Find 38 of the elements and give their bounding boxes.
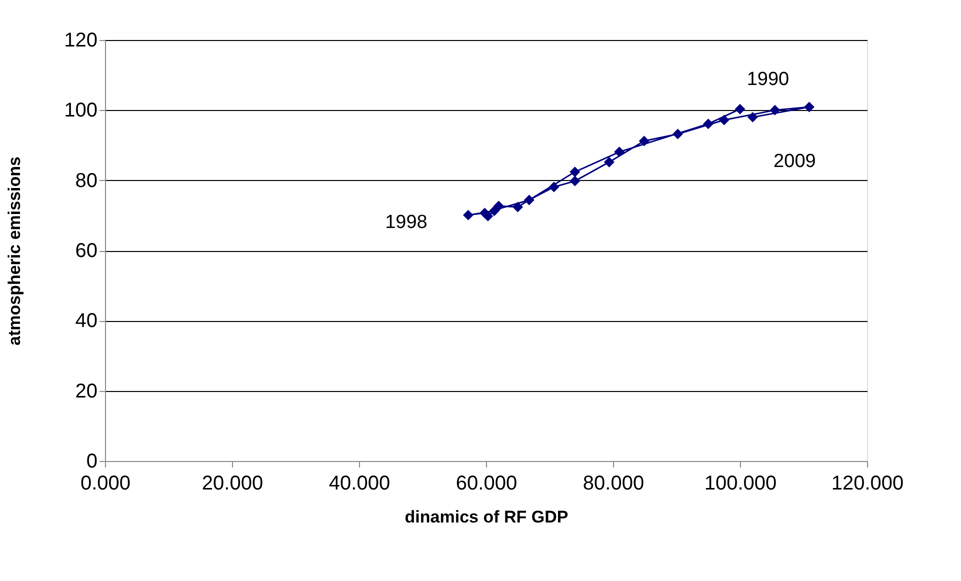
y-tick-label: 40 (75, 310, 98, 332)
y-tick-label: 120 (64, 30, 98, 52)
annotation: 1990 (746, 69, 790, 90)
y-tick-label: 80 (75, 170, 98, 192)
y-tick-label: 20 (75, 380, 98, 402)
point (570, 166, 580, 178)
annotation: 2009 (774, 151, 816, 172)
annotation: 1998 (385, 212, 428, 234)
point (462, 210, 474, 220)
point (614, 146, 625, 158)
point (524, 194, 534, 206)
point (512, 202, 523, 212)
x-tick-label: 120.000 (831, 472, 904, 494)
point (493, 200, 504, 212)
point (548, 182, 560, 192)
point (570, 176, 580, 186)
y-tick-label: 0 (86, 450, 98, 472)
x-tick-label: 100.000 (704, 472, 777, 494)
point (479, 208, 490, 218)
point (770, 104, 780, 116)
y-tick-label: 100 (64, 100, 98, 122)
x-axis-title: dinamics of RF GDP (404, 508, 568, 526)
y-tick-label: 60 (75, 240, 98, 262)
point (672, 128, 684, 140)
point (718, 114, 730, 126)
point (734, 104, 746, 114)
x-tick-label: 40.000 (328, 472, 390, 494)
x-tick-label: 20.000 (202, 472, 264, 494)
y-axis-title: atmospheric emissions (5, 156, 24, 346)
x-tick-label: 0.000 (80, 472, 131, 494)
x-tick-label: 80.000 (582, 472, 644, 494)
point (703, 118, 714, 130)
point (747, 112, 758, 122)
point (638, 136, 650, 146)
point (489, 206, 500, 216)
point (604, 156, 614, 168)
point (804, 102, 814, 112)
x-tick-label: 60.000 (456, 472, 518, 494)
